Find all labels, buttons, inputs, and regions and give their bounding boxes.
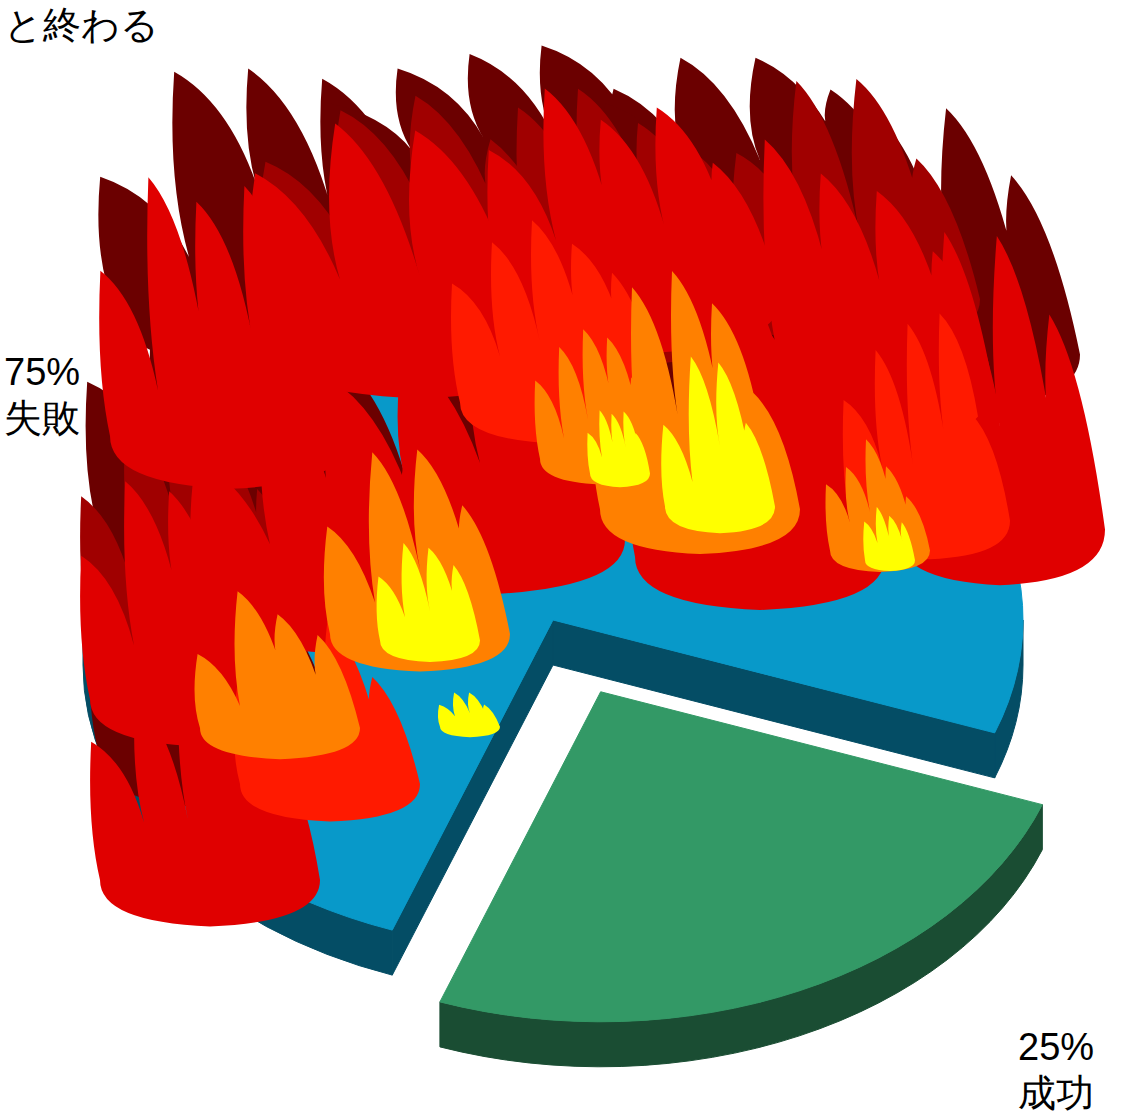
- chart-root: と終わる 75%失敗 25%成功: [0, 0, 1122, 1118]
- category-label: 成功: [1018, 1072, 1094, 1114]
- chart: と終わる 75%失敗 25%成功: [0, 0, 1122, 1118]
- flame: [438, 692, 500, 737]
- title: と終わる: [4, 4, 159, 46]
- slice: [440, 692, 1042, 1022]
- flame: [195, 591, 360, 759]
- flame: [826, 439, 931, 572]
- flame: [661, 357, 775, 534]
- data-label: 75%: [4, 351, 80, 393]
- flames: [80, 45, 1105, 926]
- category-label: 失敗: [4, 397, 80, 439]
- data-label: 25%: [1018, 1026, 1094, 1068]
- flame: [863, 507, 915, 571]
- flame: [587, 410, 650, 487]
- flame: [377, 543, 480, 662]
- flame: [324, 449, 510, 671]
- slice-group: [440, 692, 1042, 1067]
